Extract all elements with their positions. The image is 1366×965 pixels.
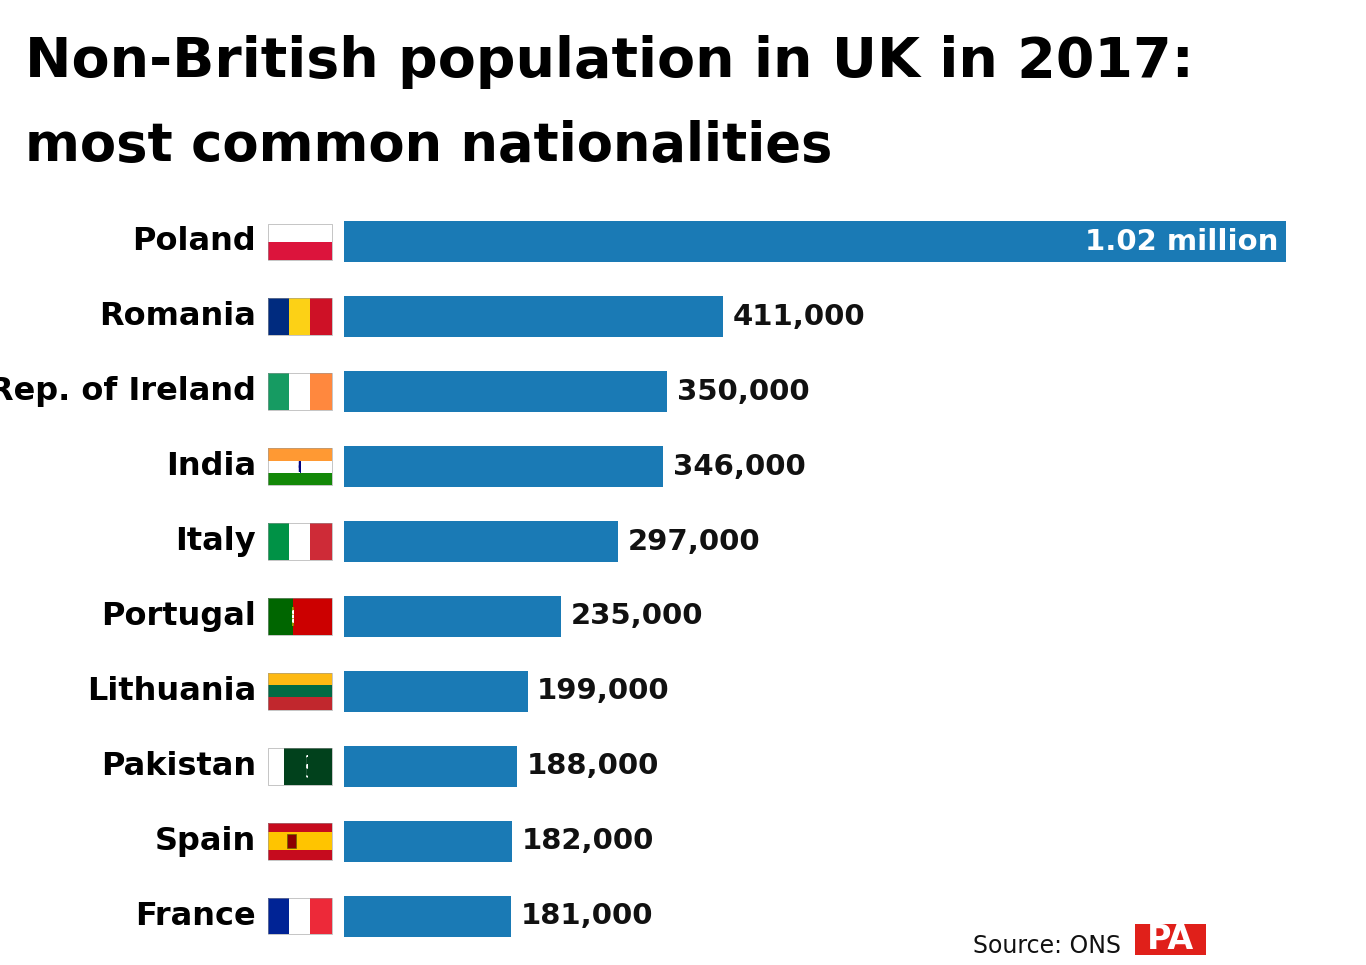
Text: France: France <box>135 900 257 932</box>
Bar <box>288 298 310 335</box>
Text: Romania: Romania <box>100 301 257 332</box>
Bar <box>268 460 332 473</box>
Text: Pakistan: Pakistan <box>101 751 257 782</box>
Bar <box>288 373 310 410</box>
Bar <box>288 898 310 934</box>
Bar <box>344 521 619 562</box>
Bar <box>287 835 296 848</box>
Bar <box>268 298 332 335</box>
Bar <box>268 373 332 410</box>
Text: 411,000: 411,000 <box>734 303 866 331</box>
Bar <box>268 674 332 685</box>
Bar <box>344 746 518 786</box>
Text: 181,000: 181,000 <box>520 902 653 930</box>
Text: PA: PA <box>1147 923 1194 956</box>
Text: 199,000: 199,000 <box>537 677 669 705</box>
Bar <box>310 298 332 335</box>
Bar <box>268 298 288 335</box>
Bar <box>268 823 332 832</box>
Text: 350,000: 350,000 <box>676 377 809 405</box>
Bar <box>268 373 288 410</box>
Bar <box>268 449 332 460</box>
Bar <box>268 698 332 709</box>
Bar <box>268 898 288 934</box>
Bar <box>344 296 724 337</box>
Bar <box>310 373 332 410</box>
Bar <box>344 372 667 412</box>
Bar <box>268 598 294 635</box>
Text: Poland: Poland <box>133 226 257 258</box>
Bar <box>268 748 284 785</box>
Bar <box>268 823 332 860</box>
Bar <box>268 598 332 635</box>
Bar <box>268 674 332 709</box>
Bar <box>268 523 332 560</box>
Bar <box>268 523 288 560</box>
Bar <box>344 821 512 862</box>
Text: India: India <box>167 451 257 482</box>
Text: 346,000: 346,000 <box>673 453 806 481</box>
Bar <box>268 748 332 785</box>
Bar <box>344 222 1285 262</box>
Text: most common nationalities: most common nationalities <box>25 120 832 172</box>
Bar <box>288 523 310 560</box>
Bar <box>268 598 332 635</box>
Bar <box>268 224 332 241</box>
Bar <box>344 896 511 936</box>
Text: 1.02 million: 1.02 million <box>1085 228 1279 256</box>
Text: Lithuania: Lithuania <box>87 676 257 707</box>
Bar <box>268 898 332 934</box>
Bar <box>344 596 561 637</box>
Bar <box>268 685 332 698</box>
Text: Source: ONS: Source: ONS <box>973 934 1121 958</box>
Text: Rep. of Ireland: Rep. of Ireland <box>0 376 257 407</box>
Text: Spain: Spain <box>154 826 257 857</box>
Text: 297,000: 297,000 <box>627 528 761 556</box>
Bar <box>268 832 332 850</box>
Bar <box>268 748 332 785</box>
Bar <box>268 850 332 860</box>
Text: 188,000: 188,000 <box>527 753 660 781</box>
Text: Italy: Italy <box>176 526 257 557</box>
Text: 182,000: 182,000 <box>522 827 654 855</box>
Text: Non-British population in UK in 2017:: Non-British population in UK in 2017: <box>25 35 1194 89</box>
Bar <box>310 523 332 560</box>
Bar <box>268 473 332 484</box>
Text: 235,000: 235,000 <box>571 602 703 630</box>
Bar <box>268 449 332 484</box>
Bar <box>344 447 664 486</box>
Bar <box>344 672 527 711</box>
Bar <box>1135 924 1206 955</box>
Bar <box>268 224 332 260</box>
Bar <box>268 241 332 260</box>
Text: Portugal: Portugal <box>101 601 257 632</box>
Bar <box>310 898 332 934</box>
